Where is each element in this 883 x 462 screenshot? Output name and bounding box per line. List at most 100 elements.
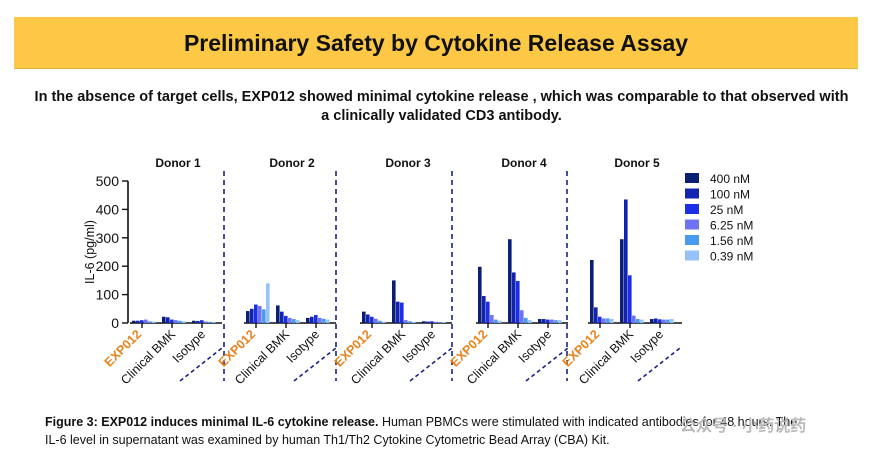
bar (318, 317, 322, 323)
bar (602, 318, 606, 323)
donor-title: Donor 4 (501, 156, 547, 170)
bar (174, 320, 178, 323)
bar (670, 319, 674, 323)
page-title: Preliminary Safety by Cytokine Release A… (183, 30, 689, 56)
isotype-dash-line (179, 347, 223, 382)
bar (148, 321, 152, 323)
bar (508, 239, 512, 323)
bar (200, 320, 204, 323)
bar (182, 321, 186, 323)
bar (610, 319, 614, 323)
bar (378, 320, 382, 323)
x-group-label: Isotype (170, 327, 208, 365)
caption-line-2: IL-6 level in supernatant was examined b… (45, 433, 610, 447)
legend-swatch (685, 235, 699, 245)
bar (366, 314, 370, 323)
bar (434, 321, 438, 323)
bar (284, 315, 288, 323)
bar (520, 310, 524, 323)
bar (550, 319, 554, 323)
bar (478, 266, 482, 323)
bar (250, 308, 254, 323)
bar (438, 322, 442, 323)
y-tick-label: 0 (111, 315, 119, 331)
x-group-label: Isotype (516, 327, 554, 365)
bar (192, 320, 196, 323)
subtitle-line-2: a clinically validated CD3 antibody. (321, 108, 562, 124)
bar (208, 321, 212, 323)
bar (404, 320, 408, 323)
x-group-label: Isotype (628, 327, 666, 365)
bar (666, 319, 670, 323)
bar (524, 317, 528, 323)
legend-label: 0.39 nM (710, 250, 753, 264)
donor-title: Donor 2 (269, 156, 315, 170)
y-tick-label: 300 (96, 230, 120, 246)
bar (162, 316, 166, 323)
isotype-dash-line (293, 347, 337, 382)
bar (606, 318, 610, 323)
bar (204, 321, 208, 323)
bar (370, 316, 374, 323)
bar (482, 296, 486, 323)
bar (276, 305, 280, 323)
y-tick-label: 400 (96, 201, 120, 217)
bar (296, 320, 300, 323)
bar (288, 317, 292, 323)
bar (490, 315, 494, 323)
bar (178, 320, 182, 323)
legend-swatch (685, 219, 699, 230)
donor-title: Donor 1 (155, 156, 201, 170)
bar (258, 305, 262, 323)
bar (486, 301, 490, 323)
bar (442, 322, 446, 323)
bar (326, 319, 330, 323)
bar (624, 199, 628, 323)
legend-label: 1.56 nM (710, 234, 753, 248)
x-group-label: Isotype (284, 327, 322, 365)
donor-title: Donor 5 (614, 156, 660, 170)
bar (632, 315, 636, 323)
bar (280, 311, 284, 323)
bar (558, 320, 562, 323)
bar (400, 302, 404, 323)
bar (422, 321, 426, 323)
bar (374, 318, 378, 323)
caption-lead: Figure 3: EXP012 induces minimal IL-6 cy… (45, 415, 379, 429)
bar (144, 319, 148, 323)
bar (212, 322, 216, 323)
bar (314, 315, 318, 323)
bar (140, 320, 144, 323)
bar (152, 321, 156, 323)
bar (430, 321, 434, 323)
bar (132, 320, 136, 323)
bar (170, 319, 174, 323)
subtitle: In the absence of target cells, EXP012 s… (20, 88, 863, 126)
legend-label: 25 nM (710, 203, 743, 217)
bar (494, 319, 498, 323)
bar (554, 320, 558, 323)
bar (546, 319, 550, 323)
title-banner: Preliminary Safety by Cytokine Release A… (14, 17, 858, 69)
subtitle-line-1: In the absence of target cells, EXP012 s… (34, 89, 849, 105)
legend-label: 400 nM (710, 172, 750, 186)
bar (590, 259, 594, 323)
bar (628, 275, 632, 323)
bar (166, 317, 170, 323)
bar (246, 311, 250, 323)
caption-line-1: Human PBMCs were stimulated with indicat… (378, 415, 798, 429)
bar (292, 319, 296, 323)
bar (306, 317, 310, 323)
bar (266, 283, 270, 323)
bar (620, 239, 624, 323)
watermark: 公众号 · 小药说药 (680, 418, 807, 435)
y-tick-label: 200 (96, 258, 120, 274)
bar (412, 321, 416, 323)
y-axis-title: IL-6 (pg/ml) (83, 220, 97, 284)
donor-title: Donor 3 (385, 156, 431, 170)
bar (362, 311, 366, 323)
bar (408, 321, 412, 323)
bar (382, 321, 386, 323)
y-tick-label: 500 (96, 173, 120, 189)
